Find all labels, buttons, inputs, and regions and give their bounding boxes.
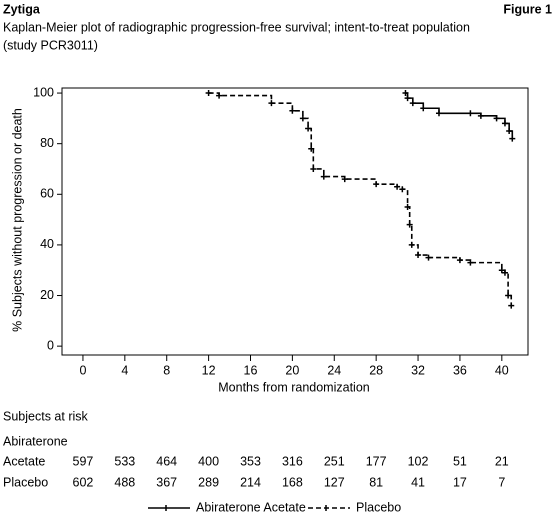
- x-tick-label: 16: [244, 363, 258, 377]
- risk-value: 177: [366, 454, 387, 468]
- risk-value: 127: [324, 475, 345, 489]
- x-tick-label: 12: [202, 363, 216, 377]
- censor-mark: [394, 183, 401, 190]
- censor-mark: [409, 100, 416, 107]
- x-tick-label: 0: [79, 363, 86, 377]
- censor-mark: [404, 95, 411, 102]
- censor-mark: [505, 292, 512, 299]
- legend-label: Placebo: [356, 500, 401, 514]
- censor-mark: [498, 267, 505, 274]
- risk-value: 7: [498, 475, 505, 489]
- risk-value: 316: [282, 454, 303, 468]
- risk-value: 367: [156, 475, 177, 489]
- x-tick-label: 40: [495, 363, 509, 377]
- censor-mark: [289, 107, 296, 114]
- censor-mark: [408, 241, 415, 248]
- censor-mark: [508, 302, 515, 309]
- censor-mark: [406, 221, 413, 228]
- risk-value: 41: [411, 475, 425, 489]
- risk-value: 464: [156, 454, 177, 468]
- risk-value: 17: [453, 475, 467, 489]
- x-tick-label: 20: [285, 363, 299, 377]
- censor-mark: [404, 203, 411, 210]
- legend-label: Abiraterone Acetate: [196, 500, 306, 514]
- censor-mark: [373, 181, 380, 188]
- risk-value: 488: [114, 475, 135, 489]
- risk-title: Subjects at risk: [3, 409, 89, 423]
- censor-mark: [425, 254, 432, 261]
- x-tick-label: 4: [121, 363, 128, 377]
- risk-value: 51: [453, 454, 467, 468]
- km-curve: [405, 92, 514, 139]
- figure-label: Figure 1: [503, 2, 552, 16]
- header: Zytiga: [3, 2, 41, 16]
- censor-mark: [216, 92, 223, 99]
- risk-row-label: Placebo: [3, 475, 48, 489]
- censor-mark: [341, 176, 348, 183]
- y-tick-label: 60: [40, 187, 54, 201]
- censor-mark: [305, 125, 312, 132]
- censor-mark: [501, 269, 508, 276]
- risk-value: 533: [114, 454, 135, 468]
- y-tick-label: 20: [40, 288, 54, 302]
- x-tick-label: 28: [369, 363, 383, 377]
- title: Kaplan-Meier plot of radiographic progre…: [3, 20, 470, 34]
- censor-mark: [399, 186, 406, 193]
- risk-value: 81: [369, 475, 383, 489]
- risk-value: 214: [240, 475, 261, 489]
- censor-mark: [501, 120, 508, 127]
- risk-value: 289: [198, 475, 219, 489]
- risk-row-label: Acetate: [3, 454, 45, 468]
- censor-mark: [467, 110, 474, 117]
- censor-mark: [477, 112, 484, 119]
- y-tick-label: 40: [40, 237, 54, 251]
- risk-row-label: Abiraterone: [3, 434, 68, 448]
- y-axis-label: % Subjects without progression or death: [10, 108, 24, 332]
- risk-value: 251: [324, 454, 345, 468]
- title: (study PCR3011): [3, 38, 98, 52]
- risk-value: 353: [240, 454, 261, 468]
- risk-value: 21: [495, 454, 509, 468]
- x-tick-label: 36: [453, 363, 467, 377]
- censor-mark: [456, 257, 463, 264]
- censor-mark: [506, 128, 513, 135]
- plot-frame: [61, 87, 529, 356]
- risk-value: 400: [198, 454, 219, 468]
- risk-value: 168: [282, 475, 303, 489]
- censor-mark: [415, 252, 422, 259]
- censor-mark: [268, 100, 275, 107]
- censor-mark: [420, 105, 427, 112]
- risk-value: 102: [408, 454, 429, 468]
- censor-mark: [435, 110, 442, 117]
- risk-value: 597: [73, 454, 94, 468]
- x-tick-label: 24: [327, 363, 341, 377]
- censor-mark: [509, 135, 516, 142]
- censor-mark: [299, 115, 306, 122]
- risk-value: 602: [73, 475, 94, 489]
- y-tick-label: 100: [33, 85, 54, 99]
- censor-mark: [493, 115, 500, 122]
- y-tick-label: 80: [40, 136, 54, 150]
- y-tick-label: 0: [47, 338, 54, 352]
- censor-mark: [402, 90, 409, 97]
- censor-mark: [320, 173, 327, 180]
- x-tick-label: 8: [163, 363, 170, 377]
- censor-mark: [310, 165, 317, 172]
- censor-mark: [205, 90, 212, 97]
- censor-mark: [467, 259, 474, 266]
- censor-mark: [308, 145, 315, 152]
- km-curve: [208, 92, 513, 306]
- x-axis-label: Months from randomization: [218, 380, 370, 394]
- x-tick-label: 32: [411, 363, 425, 377]
